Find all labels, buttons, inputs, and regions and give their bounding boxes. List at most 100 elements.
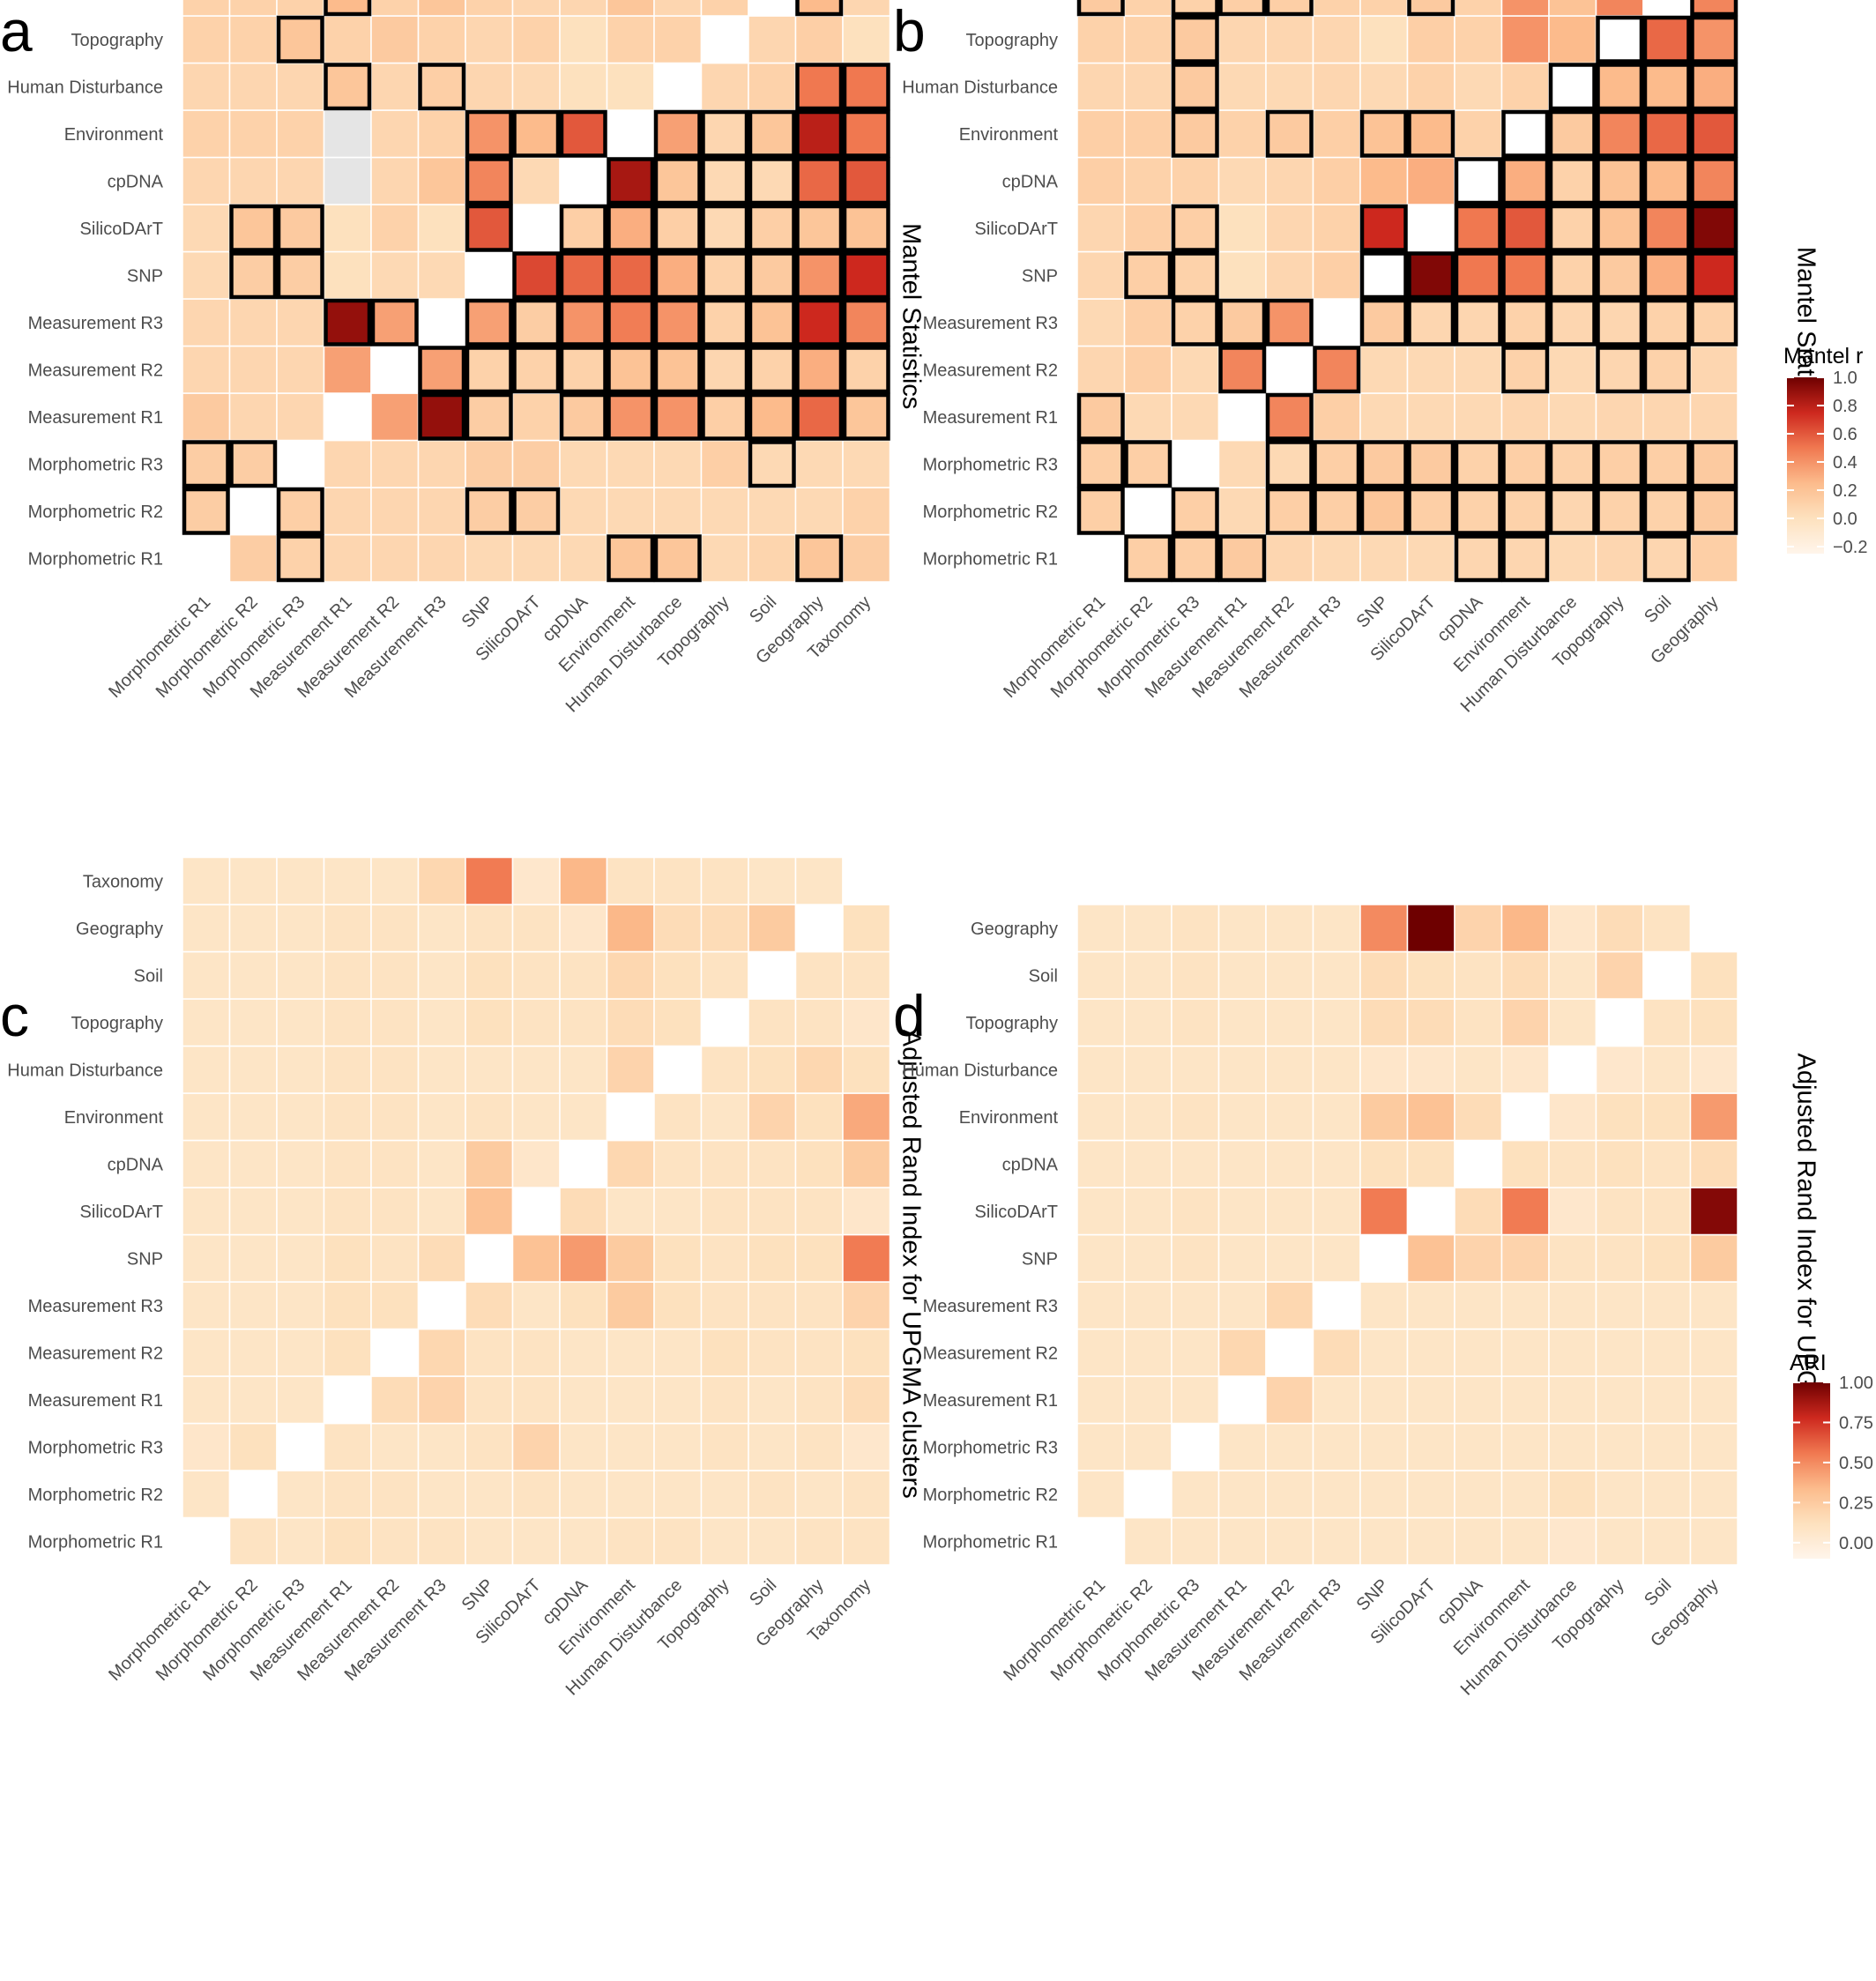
heatmap-cell [1123,1187,1172,1236]
legend-tick-label: 0.75 [1839,1413,1873,1433]
heatmap-cell [1217,1092,1267,1142]
significance-box [1548,487,1597,535]
legend-tick-label: 0.6 [1833,425,1857,444]
heatmap-cell [370,856,420,905]
heatmap-cell [182,1092,231,1142]
significance-box [748,346,796,394]
heatmap-cell [1595,298,1644,347]
heatmap-cell [1454,998,1503,1047]
heatmap-cell [1076,1422,1126,1471]
heatmap-cell [182,62,231,111]
heatmap-cell [1359,1233,1409,1283]
significance-box [1171,15,1219,63]
significance-box [1359,109,1408,158]
legend-ari: ARI 1.00 0.75 0.50 0.25 0.00 [1790,1351,1873,1559]
heatmap-cell [276,1233,325,1283]
heatmap-cell [1548,533,1597,583]
significance-box [795,0,844,17]
heatmap-cell [1265,1233,1314,1283]
significance-box [842,157,890,205]
heatmap-cell [323,998,372,1047]
heatmap-cell [1123,1045,1172,1094]
significance-box [748,251,796,300]
heatmap-cell [276,1092,325,1142]
heatmap-cell [606,1092,655,1142]
heatmap-cell [465,1045,514,1094]
significance-box [1359,487,1408,535]
heatmap-cell [1359,1375,1409,1425]
heatmap-cell [370,1328,420,1377]
heatmap-cell [1217,533,1267,583]
heatmap-cell [794,298,844,347]
heatmap-cell [276,998,325,1047]
heatmap-cell [1265,439,1314,488]
heatmap-cell [182,998,231,1047]
heatmap-cell [182,204,231,253]
y-tick-label: Morphometric R2 [28,1486,163,1505]
heatmap-cell [1076,950,1126,1000]
heatmap-cell [1217,1187,1267,1236]
heatmap-cell [606,1470,655,1519]
heatmap-cell [1642,1516,1692,1566]
heatmap-cell [465,204,514,253]
y-tick-label: SilicoDArT [80,1203,163,1222]
heatmap-cell [1171,1187,1220,1236]
significance-box [1642,440,1691,488]
heatmap-cell [1454,1328,1503,1377]
heatmap-cell [276,1139,325,1188]
y-tick-label: Measurement R2 [923,361,1058,380]
heatmap-cell [1359,392,1409,442]
heatmap-cell [606,1045,655,1094]
heatmap-cell [182,1375,231,1425]
heatmap-cell [1076,1470,1126,1519]
heatmap-cell [511,533,561,583]
heatmap-cell [1454,345,1503,394]
heatmap-cell [794,1281,844,1330]
heatmap-cell [1312,15,1361,64]
heatmap-cell [794,1233,844,1283]
heatmap-cell [842,345,891,394]
heatmap-cell [1500,298,1550,347]
significance-box [1501,251,1550,300]
heatmap-cell [1454,1139,1503,1188]
significance-box [1218,346,1267,394]
heatmap-cell [606,15,655,64]
heatmap-cell [1359,345,1409,394]
y-axis: Morphometric R1 Morphometric R2 Morphometr… [7,872,163,1552]
heatmap-cell [748,109,797,159]
heatmap-cell [228,1422,278,1471]
heatmap-cell [842,1233,891,1283]
y-axis: Morphometric R1 Morphometric R2 Morphometr… [902,0,1058,569]
heatmap-cell [606,345,655,394]
heatmap-cell [1500,533,1550,583]
heatmap-cell [1689,109,1738,159]
heatmap-cell [323,204,372,253]
panel-letter: c [0,983,29,1048]
heatmap-cell [465,298,514,347]
heatmap-cell [606,109,655,159]
heatmap-cell [794,15,844,64]
heatmap-cell [1548,439,1597,488]
significance-box [1596,109,1644,158]
significance-box [1407,487,1455,535]
heatmap-cell [276,1281,325,1330]
heatmap-cell [1406,1233,1455,1283]
heatmap-cells [1076,904,1738,1566]
heatmap-cell [653,904,703,953]
heatmap-cell [1548,298,1597,347]
heatmap-cell [1312,62,1361,111]
heatmap-cell [700,904,749,953]
heatmap-cell [1076,1139,1126,1188]
y-tick-label: Measurement R1 [28,408,163,428]
significance-box [701,392,749,441]
heatmap-cell [1548,1233,1597,1283]
significance-box [1454,534,1502,583]
heatmap-cell [276,856,325,905]
heatmap-cell [1312,950,1361,1000]
heatmap-cell [1500,1092,1550,1142]
significance-box [795,204,844,252]
heatmap-cell [1595,392,1644,442]
heatmap-cell [1312,533,1361,583]
heatmap-cell [1171,62,1220,111]
heatmap-cell [465,439,514,488]
